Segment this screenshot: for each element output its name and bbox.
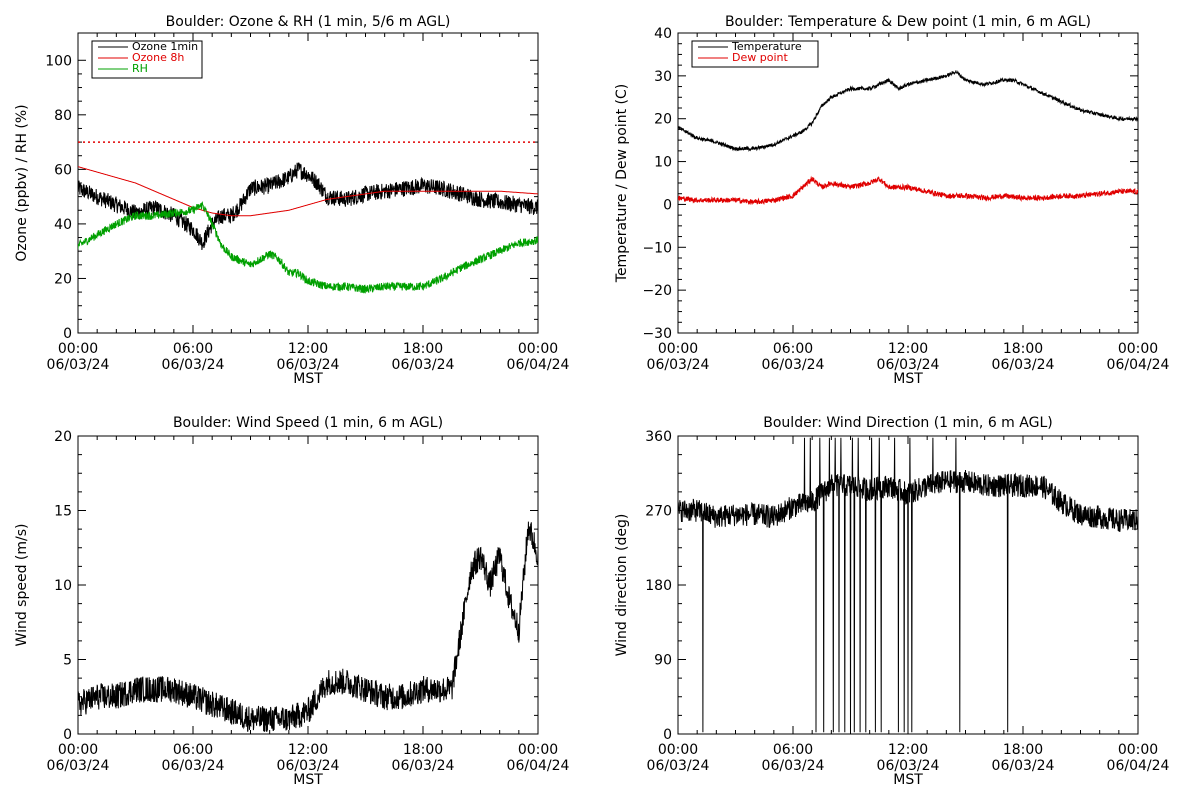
y-tick-label: 40 <box>54 217 72 233</box>
x-tick-label-time: 12:00 <box>288 341 328 357</box>
x-axis-label: MST <box>293 772 323 788</box>
y-tick-label: 20 <box>654 112 672 128</box>
x-tick-label-time: 00:00 <box>58 742 98 758</box>
x-tick-label-date: 06/03/24 <box>877 758 940 774</box>
y-axis-label: Temperature / Dew point (C) <box>614 84 630 283</box>
y-tick-label: 90 <box>654 653 672 669</box>
series-line <box>78 521 538 733</box>
legend-entry: RH <box>132 62 148 75</box>
panel-title: Boulder: Wind Speed (1 min, 6 m AGL) <box>173 415 443 431</box>
panel-title: Boulder: Wind Direction (1 min, 6 m AGL) <box>763 415 1052 431</box>
y-tick-label: 0 <box>63 727 72 743</box>
x-tick-label-date: 06/03/24 <box>162 758 225 774</box>
legend-entry: Temperature <box>731 40 802 53</box>
x-tick-label-time: 00:00 <box>518 341 558 357</box>
x-tick-label-time: 00:00 <box>1118 742 1158 758</box>
x-tick-label-date: 06/03/24 <box>762 758 825 774</box>
y-tick-label: 20 <box>54 271 72 287</box>
x-tick-label-time: 18:00 <box>1003 742 1043 758</box>
x-tick-label-date: 06/03/24 <box>47 357 110 373</box>
x-tick-label-date: 06/03/24 <box>992 758 1055 774</box>
y-tick-label: 270 <box>645 504 672 520</box>
wind-speed-panel: Boulder: Wind Speed (1 min, 6 m AGL) 0 5 1… <box>14 415 570 788</box>
x-tick-label-time: 18:00 <box>1003 341 1043 357</box>
y-axis-label: Ozone (ppbv) / RH (%) <box>14 104 30 261</box>
x-tick-label-date: 06/04/24 <box>1107 758 1170 774</box>
y-tick-label: 10 <box>654 155 672 171</box>
y-tick-label: 10 <box>54 578 72 594</box>
y-tick-label: 60 <box>54 162 72 178</box>
y-tick-label: 360 <box>645 429 672 445</box>
y-tick-label: 15 <box>54 504 72 520</box>
x-tick-label-date: 06/03/24 <box>877 357 940 373</box>
plot-frame <box>677 32 1139 334</box>
x-tick-label-date: 06/04/24 <box>507 758 570 774</box>
ozone-rh-panel: Boulder: Ozone & RH (1 min, 5/6 m AGL) 0… <box>14 14 570 387</box>
legend-box <box>691 40 819 68</box>
y-tick-label: 20 <box>54 429 72 445</box>
x-tick-label-time: 00:00 <box>658 742 698 758</box>
x-tick-label-date: 06/03/24 <box>392 357 455 373</box>
y-tick-label: 30 <box>654 69 672 85</box>
x-tick-label-time: 06:00 <box>773 742 813 758</box>
x-tick-label-date: 06/03/24 <box>392 758 455 774</box>
y-tick-label: 100 <box>45 53 72 69</box>
series-line <box>678 175 1138 205</box>
temperature-dewpoint-panel: Boulder: Temperature & Dew point (1 min,… <box>614 14 1170 387</box>
x-tick-label-date: 06/04/24 <box>1107 357 1170 373</box>
y-tick-label: 0 <box>663 197 672 213</box>
y-tick-label: −10 <box>642 240 672 256</box>
y-tick-label: 5 <box>63 653 72 669</box>
y-tick-label: 80 <box>54 108 72 124</box>
legend-entry: Ozone 1min <box>132 40 198 53</box>
x-tick-label-date: 06/03/24 <box>762 357 825 373</box>
x-tick-label-date: 06/03/24 <box>277 357 340 373</box>
series-line <box>678 437 1138 733</box>
y-tick-label: 40 <box>654 26 672 42</box>
x-tick-label-time: 06:00 <box>173 742 213 758</box>
series-line <box>78 162 538 251</box>
y-tick-label: 0 <box>63 326 72 342</box>
x-tick-label-date: 06/03/24 <box>162 357 225 373</box>
wind-direction-panel: Boulder: Wind Direction (1 min, 6 m AGL)… <box>614 415 1170 788</box>
x-axis-label: MST <box>893 371 923 387</box>
x-tick-label-time: 12:00 <box>888 341 928 357</box>
x-tick-label-time: 18:00 <box>403 341 443 357</box>
series-line <box>678 70 1138 152</box>
x-tick-label-time: 06:00 <box>773 341 813 357</box>
x-axis-label: MST <box>893 772 923 788</box>
x-tick-label-time: 12:00 <box>288 742 328 758</box>
series-line <box>78 166 538 217</box>
y-tick-label: −30 <box>642 326 672 342</box>
panel-title: Boulder: Temperature & Dew point (1 min,… <box>725 14 1091 30</box>
y-tick-label: −20 <box>642 283 672 299</box>
x-tick-label-date: 06/03/24 <box>647 357 710 373</box>
y-tick-label: 180 <box>645 578 672 594</box>
y-axis-label: Wind direction (deg) <box>614 514 630 657</box>
x-tick-label-time: 00:00 <box>1118 341 1158 357</box>
x-tick-label-time: 12:00 <box>888 742 928 758</box>
x-tick-label-time: 00:00 <box>518 742 558 758</box>
x-tick-label-time: 06:00 <box>173 341 213 357</box>
x-tick-label-time: 18:00 <box>403 742 443 758</box>
x-axis-label: MST <box>293 371 323 387</box>
y-tick-label: 0 <box>663 727 672 743</box>
y-axis-label: Wind speed (m/s) <box>14 524 30 647</box>
x-tick-label-date: 06/03/24 <box>277 758 340 774</box>
legend-entry: Ozone 8h <box>132 51 184 64</box>
x-tick-label-date: 06/04/24 <box>507 357 570 373</box>
series-line <box>78 201 538 294</box>
x-tick-label-date: 06/03/24 <box>992 357 1055 373</box>
x-tick-label-date: 06/03/24 <box>47 758 110 774</box>
x-tick-label-date: 06/03/24 <box>647 758 710 774</box>
panel-title: Boulder: Ozone & RH (1 min, 5/6 m AGL) <box>166 14 451 30</box>
legend-entry: Dew point <box>732 51 788 64</box>
x-tick-label-time: 00:00 <box>58 341 98 357</box>
x-tick-label-time: 00:00 <box>658 341 698 357</box>
